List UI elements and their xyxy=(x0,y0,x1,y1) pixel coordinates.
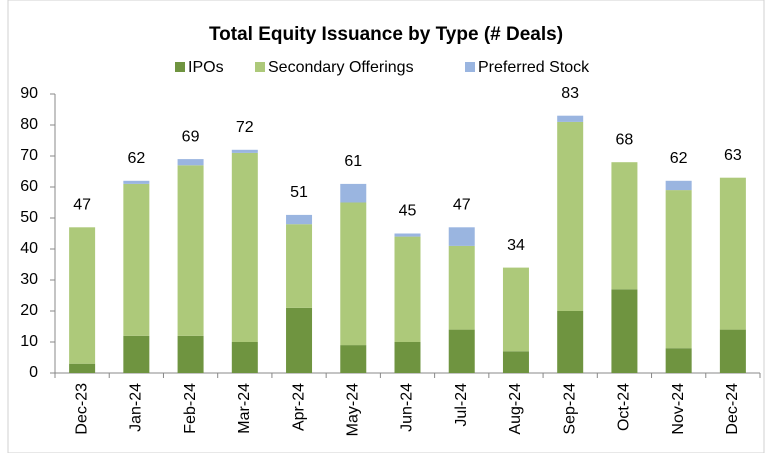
legend-label: Preferred Stock xyxy=(478,59,590,76)
total-label: 72 xyxy=(236,119,254,136)
total-label: 68 xyxy=(616,131,634,148)
bar-segment xyxy=(557,121,584,312)
bar-segment xyxy=(665,348,692,373)
bar-segment xyxy=(448,227,475,246)
total-label: 83 xyxy=(561,85,579,102)
bar-segment xyxy=(123,180,150,184)
x-tick-label: Dec-23 xyxy=(73,383,90,435)
bar-segment xyxy=(394,236,421,342)
bar-segment xyxy=(394,233,421,237)
bar-segment xyxy=(69,363,96,373)
bar-segment xyxy=(231,152,258,342)
x-tick-label: May-24 xyxy=(344,383,361,436)
y-tick-label: 70 xyxy=(20,147,38,164)
bar-segment xyxy=(611,162,638,290)
x-tick-label: Dec-24 xyxy=(724,383,741,435)
legend-label: Secondary Offerings xyxy=(268,59,414,76)
legend-label: IPOs xyxy=(188,59,224,76)
x-tick-label: Aug-24 xyxy=(507,383,524,435)
y-tick-label: 60 xyxy=(20,178,38,195)
bar-segment xyxy=(557,115,584,122)
y-tick-label: 30 xyxy=(20,271,38,288)
y-tick-label: 90 xyxy=(20,85,38,102)
total-label: 63 xyxy=(724,147,742,164)
x-tick-label: Jul-24 xyxy=(453,383,470,427)
total-label: 34 xyxy=(507,237,525,254)
bar-segment xyxy=(502,267,529,352)
y-tick-label: 80 xyxy=(20,116,38,133)
bar-segment xyxy=(665,180,692,191)
y-tick-label: 20 xyxy=(20,302,38,319)
bar-segment xyxy=(177,159,204,166)
bar-segment xyxy=(286,224,313,308)
legend-swatch xyxy=(465,62,475,72)
x-tick-label: Jun-24 xyxy=(399,383,416,432)
bar-segment xyxy=(123,335,150,373)
y-tick-label: 10 xyxy=(20,333,38,350)
bar-segment xyxy=(231,342,258,373)
total-label: 47 xyxy=(453,197,471,214)
total-label: 62 xyxy=(127,150,145,167)
bar-segment xyxy=(394,342,421,373)
bar-segment xyxy=(448,245,475,330)
bar-segment xyxy=(719,329,746,373)
total-label: 61 xyxy=(344,153,362,170)
y-tick-label: 0 xyxy=(29,364,38,381)
legend-swatch xyxy=(255,62,265,72)
total-label: 45 xyxy=(399,203,417,220)
x-tick-label: Apr-24 xyxy=(290,383,307,431)
bar-segment xyxy=(340,345,367,373)
x-tick-label: Sep-24 xyxy=(561,383,578,435)
bar-segment xyxy=(177,335,204,373)
bar-segment xyxy=(448,329,475,373)
x-tick-label: Oct-24 xyxy=(616,383,633,431)
bar-segment xyxy=(665,190,692,349)
y-tick-label: 40 xyxy=(20,240,38,257)
bar-segment xyxy=(286,214,313,225)
bar-segment xyxy=(340,183,367,203)
total-label: 47 xyxy=(73,197,91,214)
chart-title: Total Equity Issuance by Type (# Deals) xyxy=(209,24,563,45)
y-tick-label: 50 xyxy=(20,209,38,226)
total-label: 62 xyxy=(670,150,688,167)
bar-segment xyxy=(719,177,746,330)
x-tick-label: Feb-24 xyxy=(182,383,199,434)
x-tick-label: Jan-24 xyxy=(128,383,145,432)
x-tick-label: Mar-24 xyxy=(236,383,253,434)
bar-segment xyxy=(502,351,529,373)
total-label: 51 xyxy=(290,184,308,201)
total-label: 69 xyxy=(182,128,200,145)
legend-swatch xyxy=(175,62,185,72)
x-tick-label: Nov-24 xyxy=(670,383,687,435)
bar-segment xyxy=(286,307,313,373)
bar-segment xyxy=(69,227,96,364)
bar-segment xyxy=(177,165,204,336)
bar-segment xyxy=(557,311,584,373)
bar-segment xyxy=(340,202,367,346)
bar-segment xyxy=(231,149,258,153)
bar-segment xyxy=(123,183,150,336)
bar-segment xyxy=(611,289,638,373)
